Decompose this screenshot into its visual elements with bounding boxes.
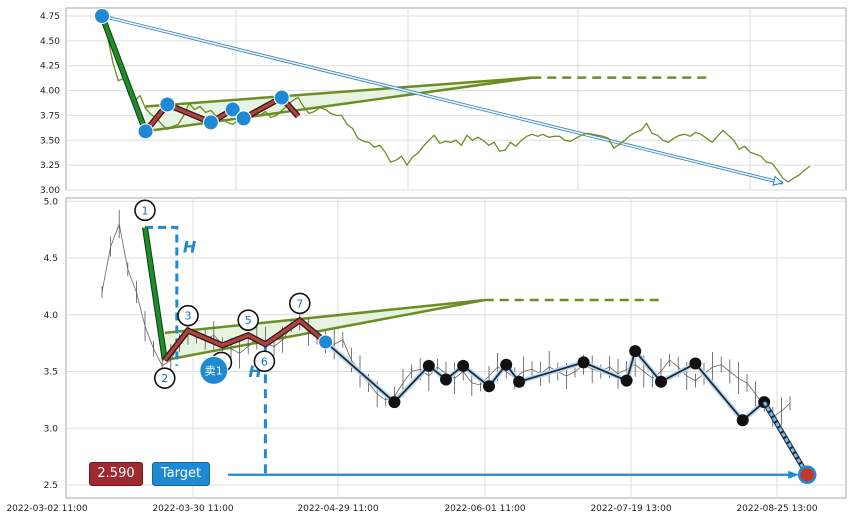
bottom-triangle-upper [164, 298, 485, 335]
bottom-swing-marker [620, 374, 633, 387]
top-y-tick-label: 4.75 [40, 12, 60, 22]
top-wave-marker [224, 101, 241, 118]
bottom-breakout-marker [318, 334, 334, 350]
bottom-wave-label-circle [134, 199, 156, 222]
bottom-h-measure-top [145, 225, 179, 366]
bottom-triangle-lower [164, 298, 485, 362]
bottom-target-projection [762, 401, 809, 476]
bottom-wave-label: 3 [185, 310, 192, 323]
top-y-tick-label: 4.50 [40, 37, 60, 47]
bottom-panel-plot: HH1234567卖1 [101, 199, 817, 485]
bottom-y-tick-label: 2.5 [44, 481, 58, 491]
top-wave-marker [94, 8, 110, 24]
top-y-tick-label: 4.25 [40, 62, 60, 72]
bottom-impulse-line [143, 227, 167, 361]
bottom-y-tick-label: 3.0 [44, 424, 59, 434]
top-y-tick-label: 3.75 [40, 111, 60, 121]
bottom-panel-x-axis: 2022-03-02 11:00 2022-03-30 11:00 2022-04-… [6, 504, 817, 514]
top-wave-marker [202, 114, 219, 131]
top-wave-marker [235, 110, 252, 127]
top-panel-y-axis: 4.75 4.50 4.25 4.00 3.75 3.50 3.25 3.00 [40, 12, 60, 196]
top-panel-plot [94, 8, 811, 186]
bottom-wave-label: 5 [245, 314, 252, 327]
bottom-x-tick-label: 2022-03-30 11:00 [152, 504, 233, 514]
bottom-wave-label: 1 [142, 204, 149, 217]
bottom-wave-label-circle [153, 367, 176, 389]
target-badge: Target [152, 462, 210, 486]
bottom-wave-label: 6 [261, 355, 268, 368]
bottom-swing-marker [440, 373, 452, 386]
bottom-wave-label-circle [253, 350, 276, 373]
bottom-zigzag-line [163, 318, 327, 362]
top-y-tick-label: 3.50 [40, 136, 60, 146]
bottom-swing-marker [457, 359, 470, 372]
bottom-target-arrow-head [788, 470, 800, 479]
top-y-tick-label: 3.00 [40, 186, 60, 196]
price-badge: 2.590 [89, 462, 143, 486]
top-projection-arrow-head [772, 175, 784, 186]
top-projection-arrow [101, 15, 783, 184]
bottom-wave-label: 2 [161, 372, 168, 385]
top-impulse-line [100, 15, 148, 133]
bottom-y-tick-label: 4.5 [44, 254, 58, 264]
bottom-y-tick-label: 5.0 [44, 197, 59, 207]
bottom-swing-marker [736, 414, 749, 427]
bottom-swing-marker [388, 396, 401, 409]
bottom-swing-marker [577, 356, 590, 369]
bottom-swing-marker [655, 375, 667, 388]
bottom-wave-label: 7 [296, 297, 303, 310]
bottom-swing-marker [500, 358, 513, 371]
top-wave-marker [159, 96, 176, 113]
bottom-y-tick-label: 3.5 [44, 368, 58, 378]
top-y-tick-label: 3.25 [40, 161, 60, 171]
bottom-x-tick-label: 2022-03-02 11:00 [6, 504, 87, 514]
bottom-x-tick-label: 2022-04-29 11:00 [297, 504, 378, 514]
bottom-swing-marker [689, 357, 702, 370]
bottom-swing-marker [422, 359, 435, 372]
bottom-panel-y-axis: 5.0 4.5 4.0 3.5 3.0 2.5 [44, 197, 59, 491]
bottom-x-tick-label: 2022-06-01 11:00 [444, 504, 525, 514]
top-y-tick-label: 4.00 [40, 87, 60, 97]
bottom-wave-label-circle [288, 292, 311, 315]
bottom-y-tick-label: 4.0 [44, 311, 59, 321]
top-wave-marker [137, 123, 154, 140]
top-wave-marker [273, 89, 290, 106]
bottom-swing-marker [629, 345, 642, 358]
bottom-swing-marker [513, 375, 526, 388]
bottom-sell-marker [199, 355, 229, 385]
bottom-swing-marker [483, 380, 495, 393]
bottom-sell-marker-label: 卖1 [205, 364, 223, 377]
bottom-h-label-top: H [183, 237, 197, 256]
bottom-target-marker [797, 465, 817, 485]
bottom-wave-label-circle [177, 304, 199, 327]
bottom-wave-label-circle [237, 309, 259, 331]
top-triangle-upper [145, 76, 533, 108]
bottom-x-tick-label: 2022-08-25 13:00 [736, 504, 817, 514]
bottom-x-tick-label: 2022-07-19 13:00 [590, 504, 671, 514]
